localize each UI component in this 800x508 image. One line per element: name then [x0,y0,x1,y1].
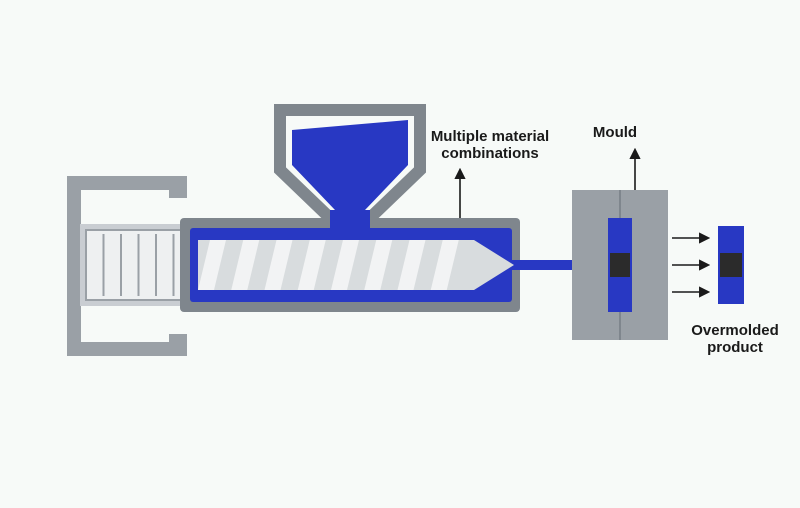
product-core [720,253,742,277]
overmolding-diagram [0,0,800,508]
product-label: Overmolded product [680,322,790,357]
material-label: Multiple material combinations [400,128,580,163]
mould-label: Mould [575,124,655,141]
mould-insert [610,253,630,277]
nozzle-channel [512,260,572,270]
